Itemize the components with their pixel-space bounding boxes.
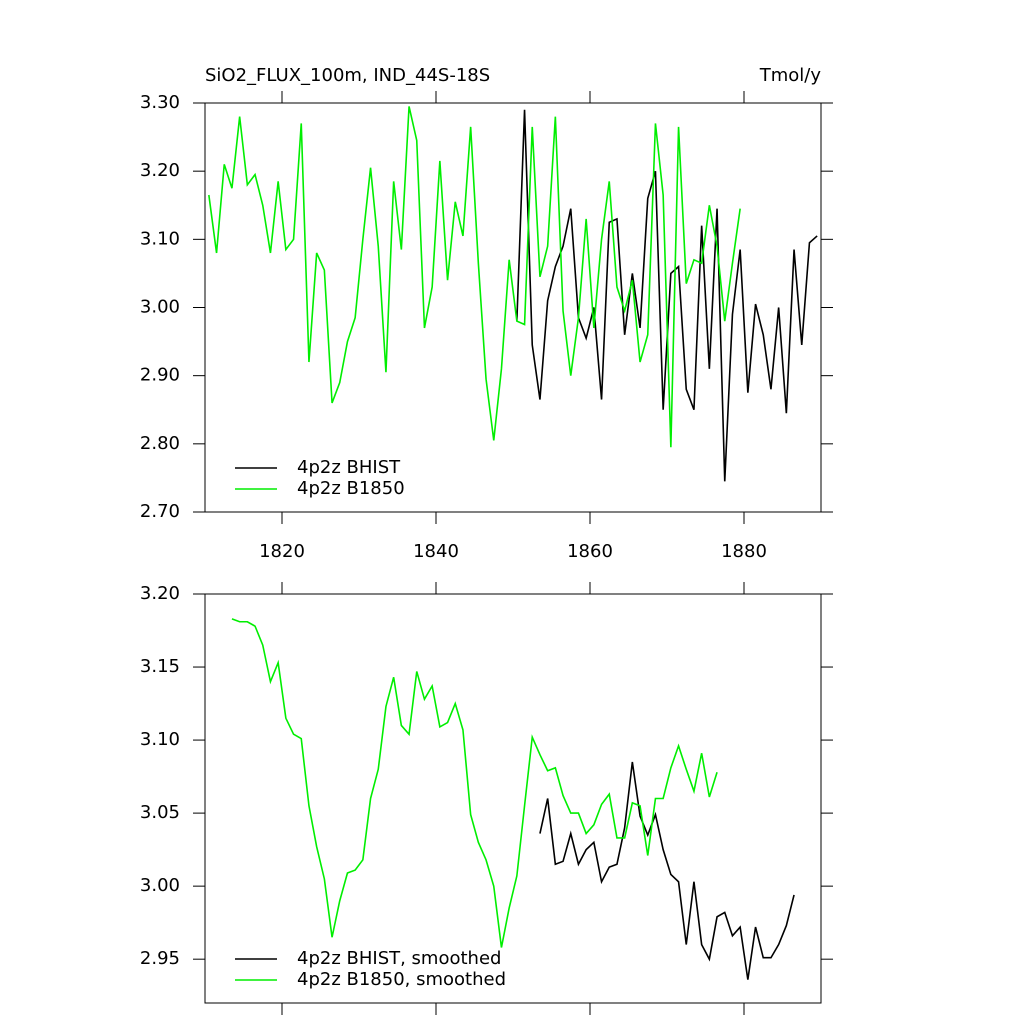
plot-frame [204, 593, 822, 1004]
y-tick-label: 2.95 [140, 948, 180, 969]
y-tick-label: 2.80 [140, 433, 180, 454]
y-tick-label: 3.10 [140, 729, 180, 750]
x-tick-label: 1820 [259, 541, 305, 562]
legend-label: 4p2z B1850 [297, 478, 405, 499]
y-tick-label: 3.20 [140, 583, 180, 604]
y-tick-label: 3.00 [140, 875, 180, 896]
y-tick-label: 3.00 [140, 297, 180, 318]
y-tick-label: 3.20 [140, 160, 180, 181]
chart-title: SiO2_FLUX_100m, IND_44S-18S [205, 65, 490, 86]
y-tick-label: 3.10 [140, 228, 180, 249]
x-tick-label: 1840 [413, 541, 459, 562]
y-tick-label: 2.90 [140, 365, 180, 386]
legend-label: 4p2z BHIST [297, 457, 401, 478]
x-tick-label: 1860 [567, 541, 613, 562]
series-line [231, 618, 718, 948]
units-label: Tmol/y [759, 65, 822, 86]
y-tick-label: 2.70 [140, 501, 180, 522]
x-tick-label: 1880 [721, 541, 767, 562]
plot-frame [204, 102, 822, 513]
y-tick-label: 3.15 [140, 656, 180, 677]
y-tick-label: 3.05 [140, 802, 180, 823]
y-tick-label: 3.30 [140, 92, 180, 113]
legend-label: 4p2z BHIST, smoothed [297, 948, 501, 969]
legend-label: 4p2z B1850, smoothed [297, 969, 506, 990]
series-line [208, 106, 741, 448]
series-line [539, 761, 795, 980]
